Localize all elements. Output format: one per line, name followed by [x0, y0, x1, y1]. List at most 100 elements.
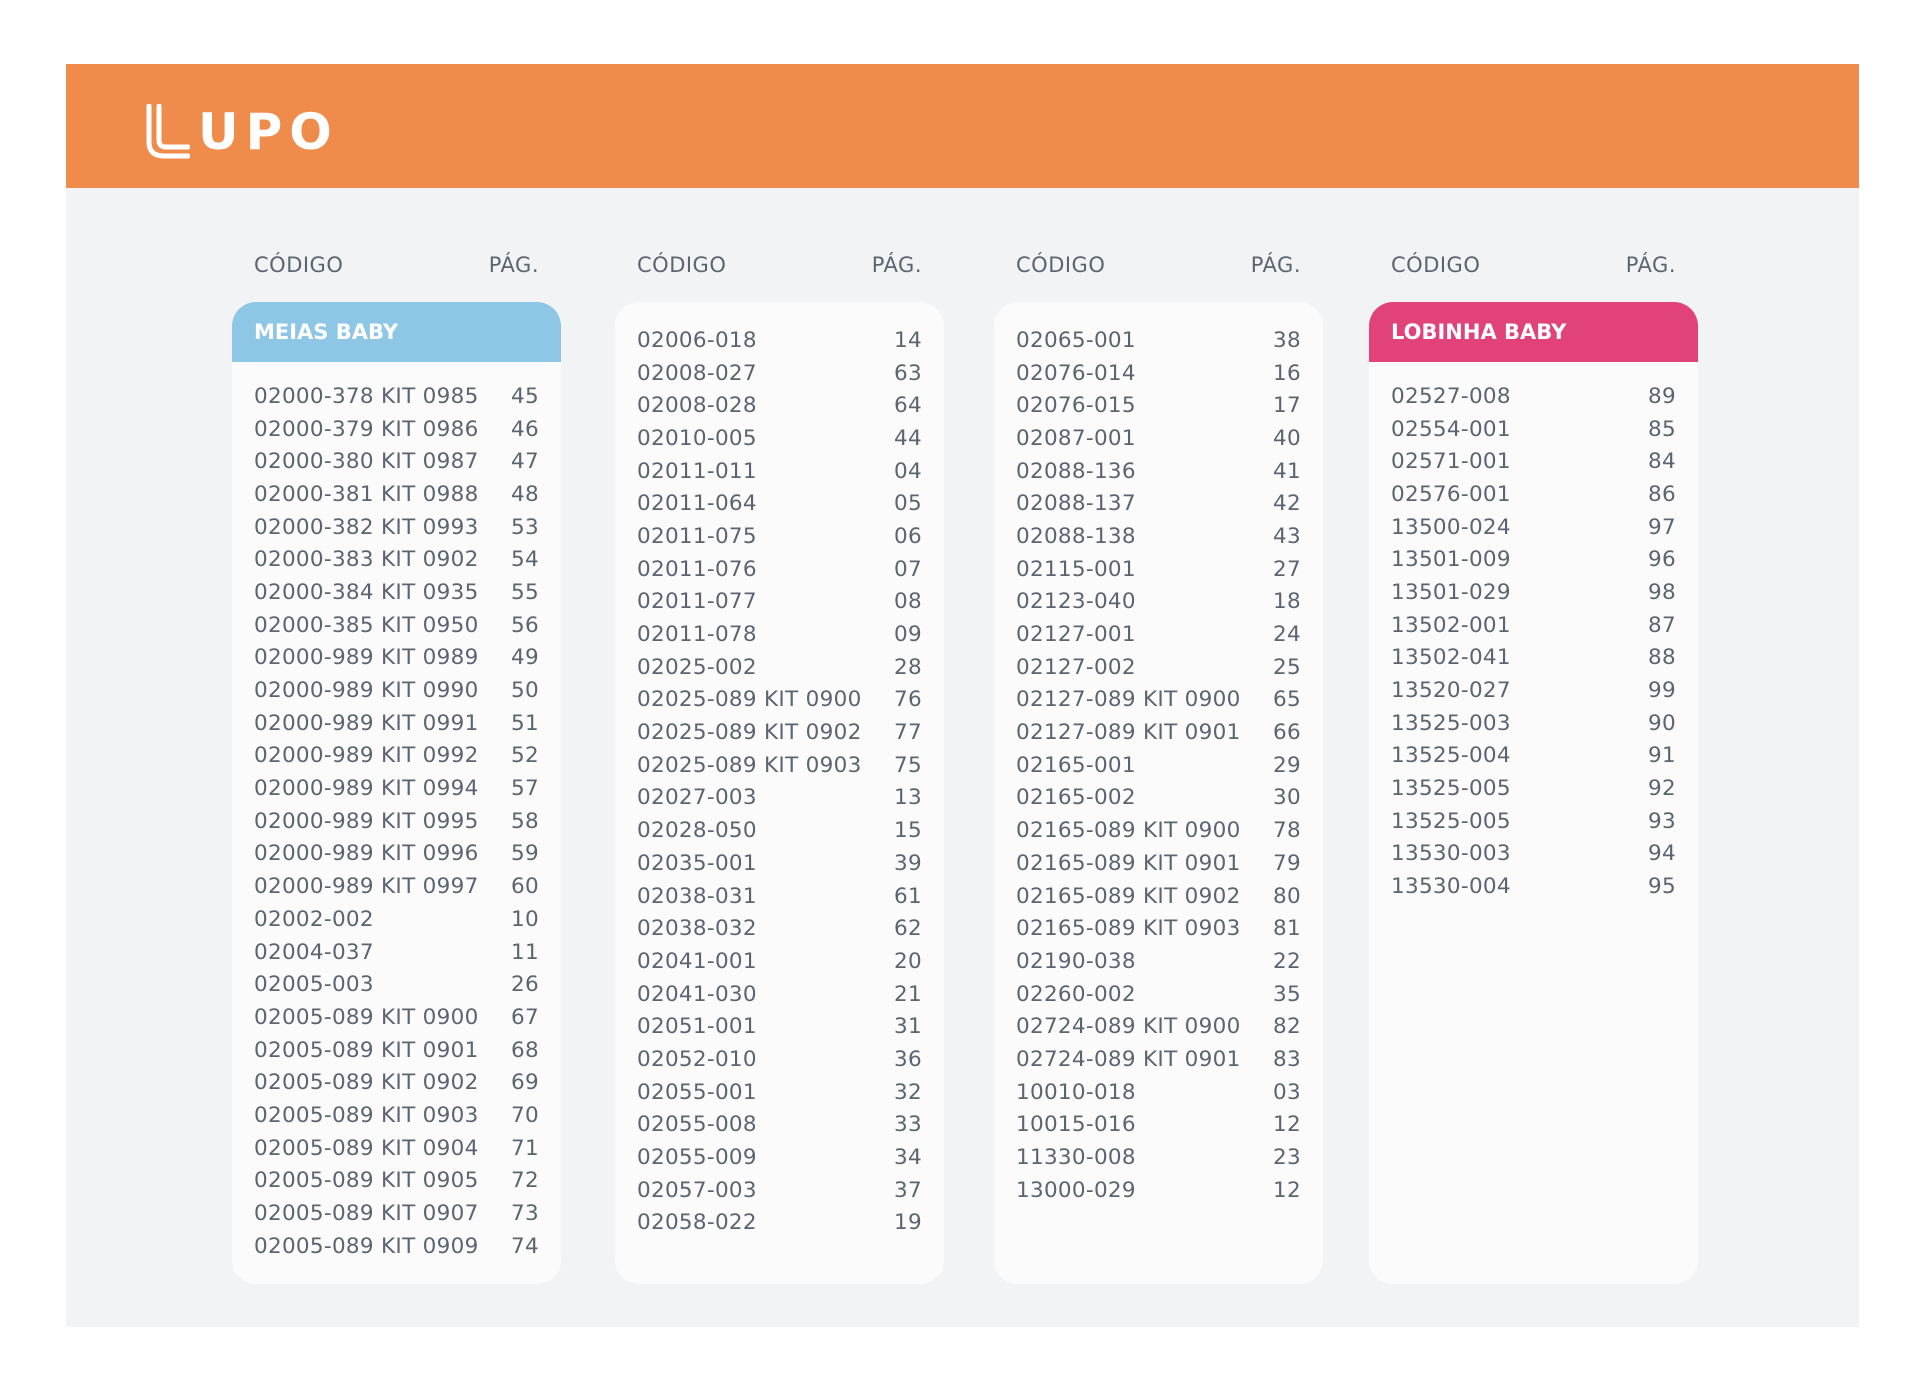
index-row: 02724-089 KIT 0901 83 — [1016, 1043, 1301, 1076]
index-row: 02000-989 KIT 0991 51 — [254, 707, 539, 740]
index-row: 13502-041 88 — [1391, 642, 1676, 675]
page-number: 11 — [511, 939, 539, 965]
index-row: 02028-050 15 — [637, 814, 922, 847]
index-row: 02005-089 KIT 0909 74 — [254, 1230, 539, 1263]
index-row: 11330-008 23 — [1016, 1141, 1301, 1174]
product-code: 02571-001 — [1391, 449, 1511, 475]
page-number: 57 — [511, 776, 539, 802]
page-header: PÁG. — [1250, 253, 1301, 277]
index-row: 02165-089 KIT 0900 78 — [1016, 814, 1301, 847]
index-rows: 02065-001 38 02076-014 16 02076-015 17 02087-0… — [994, 302, 1323, 1207]
page-number: 88 — [1648, 645, 1676, 671]
column-header: CÓDIGO PÁG. — [232, 246, 561, 284]
page-number: 85 — [1648, 416, 1676, 442]
product-code: 02058-022 — [637, 1210, 757, 1236]
column-header: CÓDIGO PÁG. — [1369, 246, 1698, 284]
page-number: 72 — [511, 1168, 539, 1194]
product-code: 13525-005 — [1391, 776, 1511, 802]
page-number: 07 — [894, 556, 922, 582]
index-row: 02000-380 KIT 0987 47 — [254, 445, 539, 478]
product-code: 02002-002 — [254, 906, 374, 932]
page-number: 69 — [511, 1070, 539, 1096]
product-code: 02025-089 KIT 0900 — [637, 687, 862, 713]
product-code: 02011-011 — [637, 458, 757, 484]
index-row: 13500-024 97 — [1391, 511, 1676, 544]
product-code: 02000-380 KIT 0987 — [254, 449, 479, 475]
product-code: 02041-030 — [637, 981, 757, 1007]
page-number: 41 — [1273, 458, 1301, 484]
index-row: 02005-089 KIT 0902 69 — [254, 1066, 539, 1099]
index-row: 02724-089 KIT 0900 82 — [1016, 1010, 1301, 1043]
index-row: 02076-014 16 — [1016, 357, 1301, 390]
page-number: 20 — [894, 948, 922, 974]
index-row: 02008-027 63 — [637, 357, 922, 390]
page-number: 82 — [1273, 1014, 1301, 1040]
product-code: 02165-089 KIT 0901 — [1016, 850, 1241, 876]
page-number: 87 — [1648, 612, 1676, 638]
page-number: 26 — [511, 972, 539, 998]
page-number: 58 — [511, 808, 539, 834]
page-number: 03 — [1273, 1079, 1301, 1105]
page-header: PÁG. — [1625, 253, 1676, 277]
product-code: 02000-989 KIT 0989 — [254, 645, 479, 671]
index-row: 02058-022 19 — [637, 1207, 922, 1240]
logo-wordmark: UPO — [198, 103, 339, 161]
product-code: 02724-089 KIT 0901 — [1016, 1046, 1241, 1072]
page-number: 17 — [1273, 393, 1301, 419]
index-row: 02088-137 42 — [1016, 487, 1301, 520]
product-code: 13501-009 — [1391, 547, 1511, 573]
product-code: 02000-385 KIT 0950 — [254, 612, 479, 638]
page-number: 21 — [894, 981, 922, 1007]
page-number: 32 — [894, 1079, 922, 1105]
product-code: 13500-024 — [1391, 514, 1511, 540]
product-code: 02011-077 — [637, 589, 757, 615]
index-row: 02025-089 KIT 0902 77 — [637, 716, 922, 749]
index-row: 02115-001 27 — [1016, 553, 1301, 586]
category-title: LOBINHA BABY — [1391, 320, 1567, 344]
product-code: 02011-078 — [637, 622, 757, 648]
page-number: 81 — [1273, 916, 1301, 942]
index-row: 02002-002 10 — [254, 903, 539, 936]
product-code: 02527-008 — [1391, 383, 1511, 409]
product-code: 13530-004 — [1391, 874, 1511, 900]
product-code: 13501-029 — [1391, 579, 1511, 605]
product-code: 02025-002 — [637, 654, 757, 680]
index-row: 02000-989 KIT 0994 57 — [254, 772, 539, 805]
page-number: 51 — [511, 710, 539, 736]
logo-l-mark-icon — [146, 104, 190, 159]
index-row: 02000-378 KIT 0985 45 — [254, 380, 539, 413]
catalog-index-sheet: UPO CÓDIGO PÁG. MEIAS BABY 02000-378 KIT… — [66, 64, 1859, 1327]
column-lobinha-baby: CÓDIGO PÁG. LOBINHA BABY 02527-008 89 0255… — [1369, 246, 1698, 1284]
product-code: 02000-384 KIT 0935 — [254, 579, 479, 605]
index-row: 13502-001 87 — [1391, 609, 1676, 642]
index-row: 02057-003 37 — [637, 1174, 922, 1207]
product-code: 02165-002 — [1016, 785, 1136, 811]
product-code: 02127-001 — [1016, 622, 1136, 648]
index-row: 02000-989 KIT 0997 60 — [254, 870, 539, 903]
product-code: 02051-001 — [637, 1014, 757, 1040]
product-code: 02055-001 — [637, 1079, 757, 1105]
page-number: 75 — [894, 752, 922, 778]
index-row: 02076-015 17 — [1016, 389, 1301, 422]
product-code: 02065-001 — [1016, 327, 1136, 353]
page-number: 76 — [894, 687, 922, 713]
product-code: 02115-001 — [1016, 556, 1136, 582]
page-number: 95 — [1648, 874, 1676, 900]
index-row: 02190-038 22 — [1016, 945, 1301, 978]
page-number: 35 — [1273, 981, 1301, 1007]
index-row: 02052-010 36 — [637, 1043, 922, 1076]
product-code: 13525-005 — [1391, 808, 1511, 834]
product-code: 10015-016 — [1016, 1112, 1136, 1138]
index-row: 02005-089 KIT 0907 73 — [254, 1197, 539, 1230]
page-number: 24 — [1273, 622, 1301, 648]
code-header: CÓDIGO — [254, 253, 344, 277]
index-row: 02123-040 18 — [1016, 586, 1301, 619]
page-number: 44 — [894, 425, 922, 451]
product-code: 02055-009 — [637, 1145, 757, 1171]
page-number: 78 — [1273, 818, 1301, 844]
product-code: 02005-089 KIT 0901 — [254, 1037, 479, 1063]
index-row: 02038-031 61 — [637, 880, 922, 913]
page-number: 19 — [894, 1210, 922, 1236]
page-number: 52 — [511, 743, 539, 769]
page-number: 08 — [894, 589, 922, 615]
